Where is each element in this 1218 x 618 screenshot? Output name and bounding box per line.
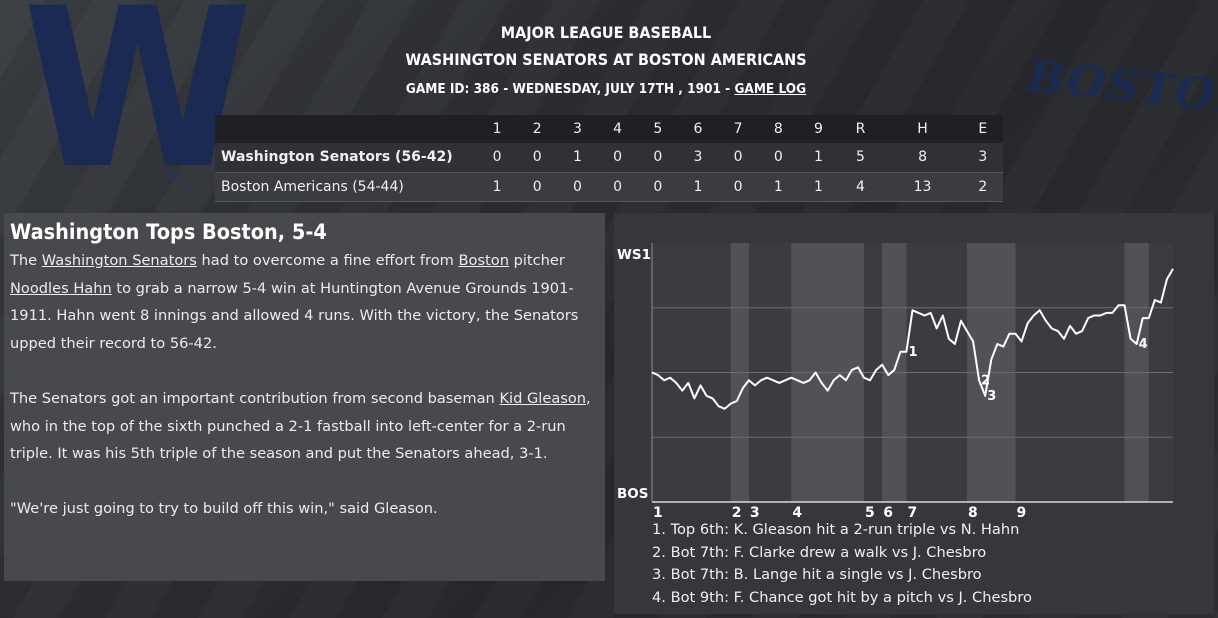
inning-tick-label: 6 [883,505,893,521]
score-cell: 1 [477,172,518,202]
team-name[interactable]: Washington Senators (56-42) [215,143,477,173]
score-cell: 0 [597,143,638,173]
score-cell: 1 [798,172,839,202]
senators-logo: W [22,0,253,217]
score-cell: 1 [798,143,839,173]
story-text: had to overcome a fine effort from [196,252,459,269]
score-cell: 3 [677,143,719,173]
story-text: pitcher [508,252,565,269]
inning-tick-label: 3 [750,505,760,521]
probability-line [651,268,1174,410]
player-link[interactable]: Kid Gleason [499,389,587,407]
game-info-text: GAME ID: 386 - WEDNESDAY, JULY 17TH , 19… [405,81,735,97]
column-header: 9 [798,115,839,143]
list-item: 1. Top 6th: K. Gleason hit a 2-run tripl… [652,521,1020,538]
bottom-team-label: BOS [617,486,649,502]
score-cell: 0 [517,143,558,173]
score-cell: 2 [962,172,1003,202]
line-score-table: 1 2 3 4 5 6 7 8 9 R H E Washington Senat… [215,115,1003,202]
game-info: GAME ID: 386 - WEDNESDAY, JULY 17TH , 19… [331,75,882,103]
inning-tick-label: 7 [907,505,917,521]
inning-tick-label: 8 [968,505,978,521]
story-text: , who in the top of the sixth punched a … [10,389,591,463]
score-cell: 0 [637,143,678,173]
column-header: H [882,115,963,143]
score-cell: 13 [882,172,963,202]
score-cell: 1 [677,172,719,202]
story-text: The Senators got an important contributi… [10,389,500,407]
score-cell: 4 [838,172,883,202]
score-cell: 1 [758,172,799,202]
team-column-header [215,115,477,143]
column-header: 8 [758,115,799,143]
score-cell: 3 [962,143,1003,173]
score-cell: 0 [597,172,638,202]
event-marker: 4 [1139,337,1148,352]
team-link[interactable]: Washington Senators [41,252,197,269]
column-header: 6 [677,115,719,143]
score-cell: 0 [477,143,518,173]
column-header: R [838,115,883,143]
story-text: The [10,252,42,269]
inning-tick-label: 1 [653,505,663,521]
inning-tick-label: 2 [732,505,742,521]
score-cell: 0 [718,172,759,202]
inning-tick-label: 5 [865,505,875,521]
score-cell: 0 [517,172,558,202]
story-quote: "We're just going to try to build off th… [10,500,438,518]
story-text: to grab a narrow 5-4 win at Huntington A… [10,279,579,352]
column-header: 7 [718,115,759,143]
event-markers: 1 23 4 [908,337,1147,404]
inning-tick-label: 4 [792,505,802,521]
column-header: 3 [557,115,598,143]
column-header: 2 [517,115,558,143]
score-cell: 5 [838,143,883,173]
column-header: 1 [477,115,518,143]
matchup-title: WASHINGTON SENATORS AT BOSTON AMERICANS [405,50,807,69]
team-name[interactable]: Boston Americans (54-44) [215,172,477,202]
score-cell: 0 [637,172,678,202]
game-story: Washington Tops Boston, 5-4 The Washingt… [4,213,605,581]
score-cell: 0 [557,172,598,202]
team-link[interactable]: Boston [458,252,509,269]
column-header: 5 [637,115,678,143]
story-paragraph: The Senators got an important contributi… [10,385,599,468]
game-header: MAJOR LEAGUE BASEBALL WASHINGTON SENATOR… [300,19,912,103]
table-row: Washington Senators (56-42) 0 0 1 0 0 3 … [215,143,1003,173]
story-headline: Washington Tops Boston, 5-4 [10,220,327,244]
inning-tick-label: 9 [1016,505,1026,521]
event-marker: 2 [981,373,990,388]
grid-lines [651,243,1173,503]
line-score-header: 1 2 3 4 5 6 7 8 9 R H E [215,115,1003,143]
list-item: 3. Bot 7th: B. Lange hit a single vs J. … [652,566,982,583]
score-cell: 1 [557,143,598,173]
game-log-link[interactable]: GAME LOG [734,81,807,97]
key-events-list: 1. Top 6th: K. Gleason hit a 2-run tripl… [652,519,1152,609]
top-team-label: WS1 [617,247,651,263]
score-cell: 8 [882,143,963,173]
trademark-mark: TM [166,172,183,183]
list-item: 2. Bot 7th: F. Clarke drew a walk vs J. … [652,543,987,561]
event-marker: 1 [908,345,917,360]
column-header: E [962,115,1003,143]
score-cell: 0 [718,143,759,173]
list-item: 4. Bot 9th: F. Chance got hit by a pitch… [652,588,1032,606]
story-paragraph: The Washington Senators had to overcome … [10,247,599,357]
probability-line-layer [651,268,1174,410]
column-header: 4 [597,115,638,143]
event-marker: 3 [987,389,996,404]
league-title: MAJOR LEAGUE BASEBALL [500,23,712,42]
player-link[interactable]: Noodles Hahn [10,279,112,297]
score-cell: 0 [758,143,799,173]
table-row: Boston Americans (54-44) 1 0 0 0 0 1 0 1… [215,172,1003,202]
